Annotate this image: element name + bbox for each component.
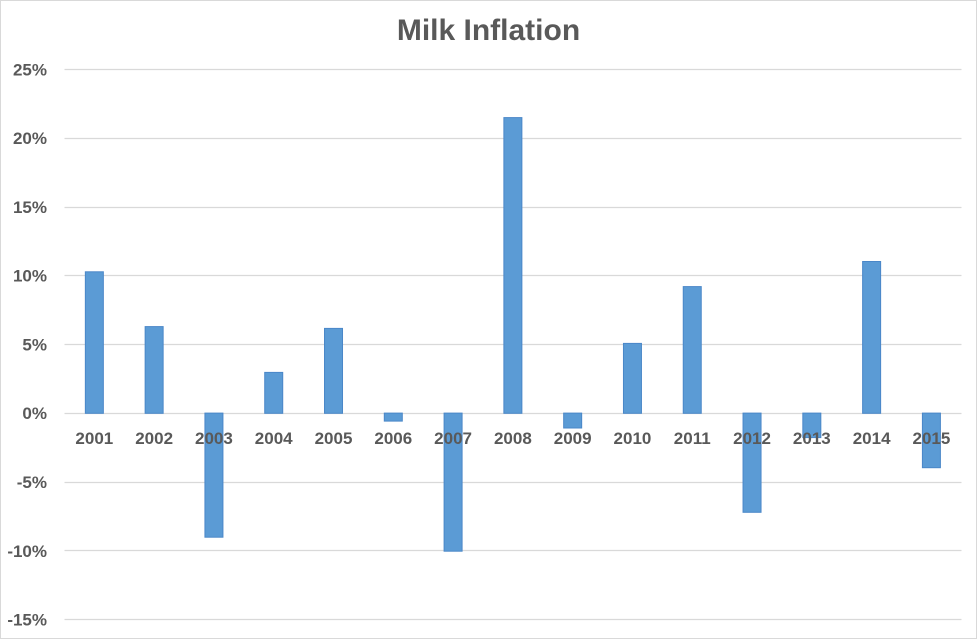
svg-text:2012: 2012	[733, 429, 771, 448]
svg-text:2004: 2004	[255, 429, 293, 448]
svg-text:2003: 2003	[195, 429, 233, 448]
svg-text:0%: 0%	[22, 404, 47, 423]
svg-text:Milk Inflation: Milk Inflation	[397, 14, 580, 47]
svg-text:2013: 2013	[793, 429, 831, 448]
svg-text:-5%: -5%	[17, 473, 47, 492]
svg-text:2011: 2011	[674, 429, 711, 448]
svg-text:-10%: -10%	[7, 542, 47, 561]
svg-text:25%: 25%	[13, 60, 47, 79]
svg-text:2014: 2014	[853, 429, 891, 448]
svg-text:20%: 20%	[13, 129, 47, 148]
svg-text:2009: 2009	[554, 429, 592, 448]
svg-text:10%: 10%	[13, 267, 47, 286]
svg-text:2010: 2010	[614, 429, 652, 448]
svg-text:2001: 2001	[75, 429, 113, 448]
svg-text:-15%: -15%	[7, 611, 47, 630]
svg-text:2015: 2015	[912, 429, 950, 448]
svg-text:2008: 2008	[494, 429, 532, 448]
svg-text:2007: 2007	[434, 429, 472, 448]
svg-text:5%: 5%	[22, 335, 47, 354]
svg-text:2005: 2005	[315, 429, 353, 448]
svg-text:15%: 15%	[13, 198, 47, 217]
svg-text:2002: 2002	[135, 429, 173, 448]
svg-text:2006: 2006	[374, 429, 412, 448]
